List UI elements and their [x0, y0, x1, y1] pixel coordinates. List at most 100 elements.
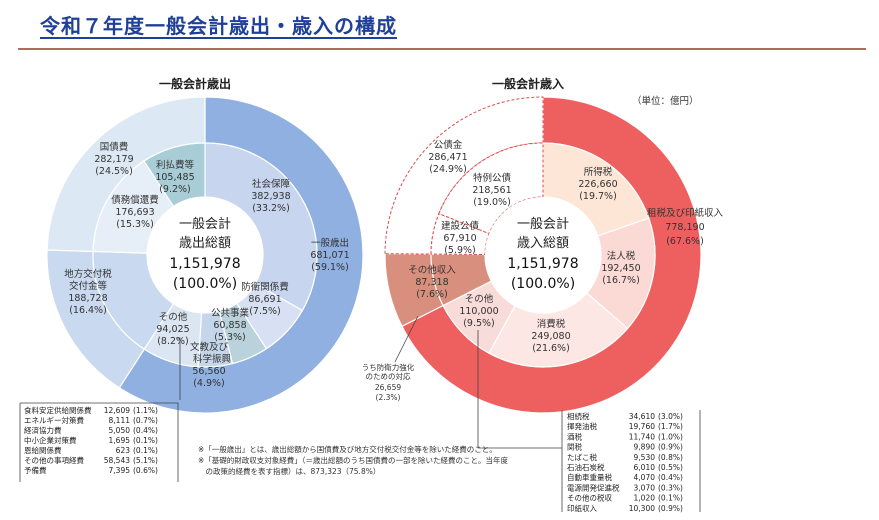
- revenue-breakdown-row-9-name: 印紙収入: [567, 503, 597, 513]
- svg-text:26,659: 26,659: [375, 383, 401, 392]
- expenditure-breakdown-row-3-name: 中小企業対策費: [24, 435, 77, 445]
- expenditure-breakdown-row-4-name: 恩給関係費: [24, 445, 62, 455]
- svg-text:778,190: 778,190: [665, 222, 704, 233]
- svg-text:(24.5%): (24.5%): [95, 166, 133, 177]
- svg-text:交付金等: 交付金等: [69, 280, 108, 292]
- unit-label: （単位：億円）: [632, 95, 699, 107]
- revenue-breakdown-row-3-name: 関税: [567, 442, 582, 452]
- revenue-chart-title: 一般会計歳入: [492, 76, 564, 91]
- revenue-breakdown-row-7-value: 3,070: [634, 483, 656, 492]
- svg-text:消費税: 消費税: [537, 318, 566, 330]
- revenue-label-tokureikosai: 特例公債 218,561 (19.0%): [472, 172, 511, 208]
- revenue-breakdown-row-1-name: 揮発油税: [567, 421, 597, 431]
- svg-text:科学振興: 科学振興: [193, 353, 232, 365]
- revenue-breakdown-row-8-value: 1,020: [634, 494, 656, 503]
- svg-text:86,691: 86,691: [248, 294, 281, 305]
- expenditure-breakdown-row-6-value: 7,395: [109, 466, 131, 475]
- svg-text:192,450: 192,450: [601, 263, 640, 274]
- svg-text:110,000: 110,000: [459, 306, 498, 317]
- svg-text:公債金: 公債金: [434, 139, 463, 151]
- svg-text:その他収入: その他収入: [408, 264, 456, 276]
- svg-text:226,660: 226,660: [578, 179, 617, 190]
- svg-text:176,693: 176,693: [115, 207, 154, 218]
- revenue-defense-callout: うち防衛力強化 のための対応 26,659 (2.3%): [362, 315, 419, 402]
- expenditure-label-sonota: その他 94,025 (8.2%): [156, 311, 189, 347]
- revenue-breakdown-row-2-name: 酒税: [567, 431, 582, 441]
- svg-text:社会保障: 社会保障: [252, 178, 291, 190]
- svg-text:債務償還費: 債務償還費: [111, 194, 159, 206]
- svg-text:(8.2%): (8.2%): [157, 336, 189, 347]
- svg-text:特例公債: 特例公債: [473, 172, 512, 184]
- expenditure-breakdown-row-1-name: エネルギー対策費: [24, 415, 84, 425]
- revenue-breakdown-row-4-pct: (0.8%): [658, 453, 683, 462]
- svg-text:(7.5%): (7.5%): [249, 306, 281, 317]
- expenditure-label-ippansaishutsu: 一般歳出 681,071 (59.1%): [310, 237, 349, 273]
- expenditure-label-boei: 防衛関係費 86,691 (7.5%): [241, 281, 289, 317]
- revenue-breakdown-box: 相続税 34,610 (3.0%)揮発油税 19,760 (1.7%)酒税 11,740(…: [477, 330, 701, 513]
- svg-text:67,910: 67,910: [443, 233, 476, 244]
- title-underline-rule: [18, 48, 866, 50]
- svg-text:(5.3%): (5.3%): [214, 332, 246, 343]
- svg-text:建設公債: 建設公債: [441, 220, 480, 232]
- svg-text:法人税: 法人税: [607, 250, 636, 262]
- revenue-breakdown-row-2-pct: (1.0%): [658, 432, 683, 441]
- svg-text:56,560: 56,560: [192, 366, 225, 377]
- svg-text:利払費等: 利払費等: [156, 159, 195, 171]
- svg-text:382,938: 382,938: [251, 191, 290, 202]
- expenditure-label-shakaihosho: 社会保障 382,938 (33.2%): [251, 178, 290, 214]
- expenditure-breakdown-row-5-value: 58,543: [104, 456, 130, 465]
- revenue-label-shotokuzei: 所得税 226,660 (19.7%): [578, 166, 617, 202]
- revenue-center-line2: 歳入総額: [517, 236, 569, 251]
- revenue-label-sozei: 租税及び印紙収入 778,190 (67.6%): [647, 207, 724, 247]
- footnote-1: ※「一般歳出」とは、歳出総額から国債費及び地方交付税交付金等を除いた経費のこと。: [198, 444, 497, 454]
- expenditure-breakdown-row-0-pct: (1.1%): [133, 406, 158, 415]
- revenue-breakdown-row-2-value: 11,740: [629, 432, 655, 441]
- revenue-inner-slice-5: [430, 212, 490, 256]
- revenue-breakdown-row-5-name: 石油石炭税: [567, 462, 605, 472]
- svg-text:文教及び: 文教及び: [190, 341, 229, 353]
- expenditure-breakdown-row-3-pct: (0.1%): [133, 436, 158, 445]
- revenue-label-kensetsukosai: 建設公債 67,910 (5.9%): [441, 220, 480, 256]
- revenue-breakdown-row-7-name: 電源開発促進税: [567, 482, 620, 492]
- expenditure-center-hole: [147, 197, 263, 313]
- expenditure-breakdown-box: 食料安定供給関係費 12,609 (1.1%) エネルギー対策費 8,111 (0.7%)…: [19, 337, 181, 482]
- svg-text:105,485: 105,485: [155, 172, 194, 183]
- svg-text:その他: その他: [159, 311, 188, 323]
- expenditure-center-line2: 歳出総額: [179, 236, 231, 251]
- expenditure-label-kokyojigyo: 公共事業 60,858 (5.3%): [211, 307, 250, 343]
- expenditure-breakdown-row-4-pct: (0.1%): [133, 446, 158, 455]
- svg-text:(7.6%): (7.6%): [416, 289, 448, 300]
- svg-text:282,179: 282,179: [94, 154, 133, 165]
- revenue-label-hojinzei: 法人税 192,450 (16.7%): [601, 250, 640, 286]
- expenditure-breakdown-row-5-name: その他の事項経費: [24, 455, 84, 465]
- revenue-breakdown-row-8-name: その他の税収: [567, 493, 612, 503]
- svg-text:(59.1%): (59.1%): [311, 262, 349, 273]
- expenditure-breakdown-row-5-pct: (5.1%): [133, 456, 158, 465]
- revenue-breakdown-row-3-value: 9,890: [634, 443, 656, 452]
- expenditure-breakdown-table: 食料安定供給関係費 12,609 (1.1%) エネルギー対策費 8,111 (0.7%)…: [24, 405, 158, 475]
- svg-text:その他: その他: [465, 293, 494, 305]
- footnotes: ※「一般歳出」とは、歳出総額から国債費及び地方交付税交付金等を除いた経費のこと。…: [198, 444, 509, 476]
- svg-text:188,728: 188,728: [68, 293, 107, 304]
- revenue-breakdown-row-9-pct: (0.9%): [658, 504, 683, 513]
- svg-text:(2.3%): (2.3%): [376, 393, 401, 402]
- svg-text:うち防衛力強化: うち防衛力強化: [362, 362, 415, 372]
- svg-text:87,318: 87,318: [415, 277, 448, 288]
- revenue-center-line1: 一般会計: [517, 216, 569, 232]
- expenditure-center-line1: 一般会計: [179, 216, 231, 232]
- revenue-breakdown-row-4-name: たばこ税: [567, 452, 597, 462]
- expenditure-breakdown-row-6-name: 予備費: [24, 465, 47, 475]
- expenditure-breakdown-row-1-value: 8,111: [109, 416, 131, 425]
- svg-text:(21.6%): (21.6%): [532, 343, 570, 354]
- revenue-breakdown-row-1-value: 19,760: [629, 422, 655, 431]
- expenditure-breakdown-row-2-pct: (0.4%): [133, 426, 158, 435]
- expenditure-donut: [46, 96, 364, 414]
- expenditure-breakdown-row-0-value: 12,609: [104, 406, 130, 415]
- expenditure-breakdown-row-3-value: 1,695: [109, 436, 131, 445]
- svg-text:(33.2%): (33.2%): [252, 203, 290, 214]
- svg-text:(4.9%): (4.9%): [193, 378, 225, 389]
- expenditure-breakdown-row-2-name: 経済協力費: [24, 425, 62, 435]
- revenue-label-shohizei: 消費税 249,080 (21.6%): [531, 318, 570, 354]
- expenditure-label-chihokofuzei: 地方交付税 交付金等 188,728 (16.4%): [64, 268, 112, 316]
- svg-text:のための対応: のための対応: [366, 371, 411, 381]
